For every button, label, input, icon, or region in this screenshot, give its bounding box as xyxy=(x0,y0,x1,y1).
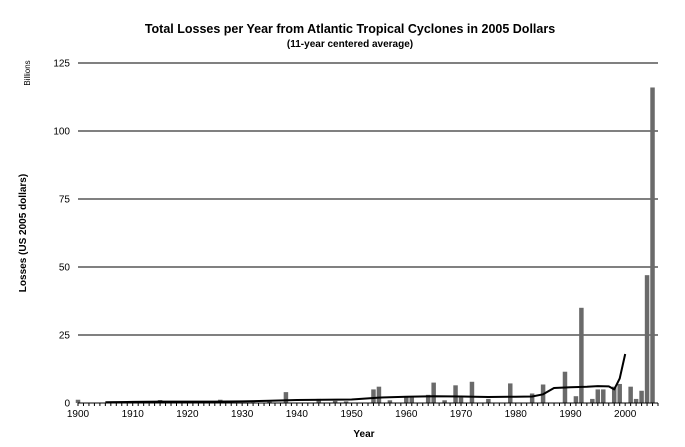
x-tick-label: 1940 xyxy=(286,409,309,420)
bar xyxy=(590,398,595,403)
bar xyxy=(343,401,349,403)
bar xyxy=(283,392,289,403)
bar xyxy=(387,400,393,403)
bar xyxy=(425,394,431,403)
bar xyxy=(579,307,584,403)
y-tick-label: 50 xyxy=(59,263,71,274)
bar xyxy=(628,386,633,403)
x-tick-label: 1910 xyxy=(122,409,145,420)
y-axis-label: Losses (US 2005 dollars) xyxy=(18,174,29,292)
bar xyxy=(469,381,475,403)
x-tick-label: 1980 xyxy=(505,409,528,420)
chart-subtitle: (11-year centered average) xyxy=(287,39,413,50)
y-tick-label: 75 xyxy=(59,195,71,206)
bar xyxy=(409,397,415,403)
bar xyxy=(371,389,376,403)
x-axis-label: Year xyxy=(353,429,374,440)
bar xyxy=(611,386,617,403)
x-tick-label: 1920 xyxy=(176,409,199,420)
bar xyxy=(316,398,321,403)
x-tick-label: 1930 xyxy=(231,409,254,420)
bar xyxy=(376,386,382,403)
bar xyxy=(267,401,272,403)
axes: 0 25 50 75 100 125 1900 1910 1920 1930 1940 1950 196… xyxy=(53,59,659,420)
x-tick-label: 1960 xyxy=(395,409,418,420)
y-tick-label: 100 xyxy=(53,127,70,138)
bar xyxy=(508,383,513,403)
y-unit-label: Billions xyxy=(23,60,32,85)
bar xyxy=(573,396,579,403)
bar xyxy=(633,398,639,403)
bar xyxy=(639,390,644,403)
y-tick-label: 25 xyxy=(59,331,71,342)
bar xyxy=(75,399,81,403)
bar xyxy=(595,389,601,403)
bar xyxy=(442,400,447,403)
bar xyxy=(431,382,436,403)
gridlines xyxy=(78,62,658,336)
x-tick-label: 2000 xyxy=(614,409,637,420)
bar xyxy=(332,400,338,403)
y-tick-label: 0 xyxy=(64,399,70,410)
x-tick-label: 1900 xyxy=(67,409,90,420)
x-tick-label: 1990 xyxy=(559,409,582,420)
bar xyxy=(404,396,409,403)
average-line-series xyxy=(105,353,627,404)
bar-series xyxy=(75,87,655,403)
bar xyxy=(644,275,650,403)
bar xyxy=(486,398,491,403)
bar xyxy=(650,87,655,403)
bar xyxy=(617,383,622,403)
bar xyxy=(601,389,606,403)
bar xyxy=(453,385,458,403)
chart-title: Total Losses per Year from Atlantic Trop… xyxy=(145,22,555,36)
x-tick-label: 1970 xyxy=(450,409,473,420)
y-tick-label: 125 xyxy=(53,59,70,70)
bar xyxy=(458,397,464,403)
x-tick-label: 1950 xyxy=(340,409,363,420)
bar xyxy=(529,393,535,403)
average-line xyxy=(105,353,627,404)
